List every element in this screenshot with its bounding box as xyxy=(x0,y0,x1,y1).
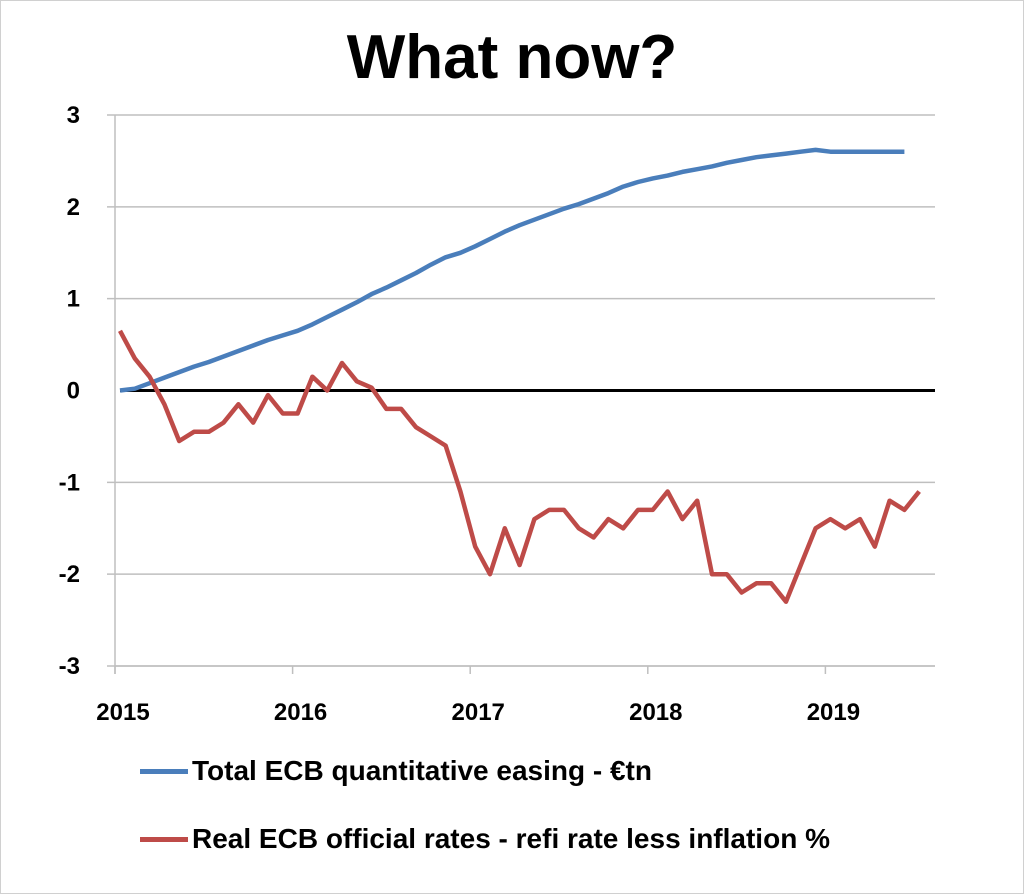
legend-label-real-rates: Real ECB official rates - refi rate less… xyxy=(192,823,830,854)
legend-swatch-real-rates xyxy=(140,836,188,842)
legend-item-qe: Total ECB quantitative easing - €tn xyxy=(140,755,652,787)
x-tick-label: 2019 xyxy=(807,699,860,726)
x-tick-label: 2016 xyxy=(274,699,327,726)
chart-title: What now? xyxy=(346,23,678,92)
y-tick-label: -2 xyxy=(59,561,80,588)
y-tick-label: 0 xyxy=(67,378,80,405)
x-tick-label: 2017 xyxy=(452,699,505,726)
x-tick-label: 2018 xyxy=(629,699,682,726)
legend-swatch-qe xyxy=(140,768,188,774)
x-tick-label: 2015 xyxy=(96,699,149,726)
y-tick-label: 2 xyxy=(67,194,80,221)
series-line-qe xyxy=(119,147,905,393)
series-line-real-rates xyxy=(118,329,921,604)
legend-item-real-rates: Real ECB official rates - refi rate less… xyxy=(140,823,830,855)
legend-label-qe: Total ECB quantitative easing - €tn xyxy=(192,755,652,786)
y-tick-label: -1 xyxy=(59,469,80,496)
y-tick-label: 1 xyxy=(67,286,80,313)
y-tick-label: 3 xyxy=(67,102,80,129)
y-tick-label: -3 xyxy=(59,653,80,680)
